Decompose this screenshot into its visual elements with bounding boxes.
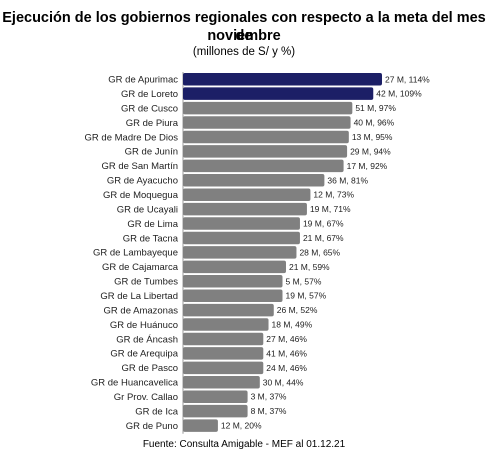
data-label: 18 M, 49%: [272, 320, 313, 330]
data-label: 12 M, 20%: [221, 421, 262, 431]
data-label: 27 M, 114%: [385, 74, 430, 84]
bar: [183, 188, 311, 201]
chart-title-line-1: Ejecución de los gobiernos regionales co…: [2, 10, 486, 44]
category-label: GR de Piura: [126, 118, 179, 129]
bar: [183, 404, 248, 418]
category-label: GR de Cusco: [121, 103, 178, 114]
data-label: 36 M, 81%: [327, 175, 368, 185]
category-label: GR de Apurimac: [108, 75, 178, 86]
bar: [183, 87, 374, 100]
bar: [183, 101, 353, 115]
data-label: 21 M, 67%: [303, 233, 344, 243]
data-label: 3 M, 37%: [251, 392, 287, 402]
bar: [183, 303, 274, 317]
bar: [183, 145, 348, 158]
bar: [183, 275, 283, 288]
data-label: 40 M, 96%: [354, 118, 395, 128]
category-label: GR de Lima: [127, 219, 178, 230]
bar: [183, 347, 264, 360]
category-label: GR de Lambayeque: [93, 248, 178, 259]
category-label: GR de Huánuco: [110, 320, 178, 331]
data-label: 26 M, 52%: [277, 305, 318, 315]
bar: [183, 318, 269, 331]
data-label: 41 M, 46%: [266, 348, 307, 358]
category-label: GR de Moquegua: [103, 190, 179, 201]
data-label: 19 M, 67%: [303, 219, 344, 229]
data-label: 19 M, 71%: [310, 204, 351, 214]
bar: [183, 419, 218, 432]
data-label: 30 M, 44%: [263, 377, 304, 387]
data-label: 8 M, 37%: [251, 406, 287, 416]
category-label: GR de Tacna: [123, 233, 179, 244]
category-label: GR de Amazonas: [104, 305, 179, 316]
category-label: GR de Huancavelica: [91, 378, 179, 389]
bar: [183, 361, 264, 375]
bar: [183, 289, 283, 302]
data-label: 29 M, 94%: [350, 146, 391, 156]
data-label: 17 M, 92%: [347, 161, 388, 171]
category-label: GR de Tumbes: [114, 277, 178, 288]
bar: [183, 260, 286, 274]
bar: [183, 231, 300, 245]
bar: [183, 116, 351, 129]
category-label: GR de Áncash: [116, 334, 178, 345]
bar: [183, 217, 300, 230]
category-label: GR de Pasco: [122, 363, 179, 374]
category-label: GR de Ucayali: [117, 204, 178, 215]
category-label: GR de San Martín: [101, 161, 178, 172]
bar: [183, 390, 248, 403]
bar: [183, 73, 382, 86]
bar: [183, 246, 297, 259]
data-label: 12 M, 73%: [313, 190, 354, 200]
data-label: 28 M, 65%: [299, 247, 340, 257]
chart-title-line-2: noviembre: [207, 28, 281, 44]
data-label: 24 M, 46%: [266, 363, 307, 373]
data-label: 19 M, 57%: [286, 291, 327, 301]
chart-source: Fuente: Consulta Amigable - MEF al 01.12…: [142, 439, 346, 450]
bar: [183, 159, 344, 173]
category-label: Gr Prov. Callao: [114, 392, 178, 403]
bar: [183, 376, 260, 389]
bar: [183, 130, 349, 144]
category-label: GR de Junín: [125, 147, 178, 158]
bar: [183, 332, 264, 346]
category-label: GR de La Libertad: [100, 291, 178, 302]
data-label: 51 M, 97%: [355, 103, 396, 113]
bar: [183, 202, 307, 216]
category-label: GR de Puno: [126, 421, 178, 432]
data-label: 42 M, 109%: [376, 89, 422, 99]
category-label: GR de Cajamarca: [102, 262, 179, 273]
category-label: GR de Loreto: [121, 89, 178, 100]
category-label: GR de Ayacucho: [107, 176, 178, 187]
category-label: GR de Madre De Dios: [85, 132, 179, 143]
chart-subtitle: (millones de S/ y %): [192, 46, 296, 58]
data-label: 27 M, 46%: [266, 334, 307, 344]
data-label: 13 M, 95%: [352, 132, 393, 142]
bar: [183, 174, 325, 187]
data-label: 5 M, 57%: [286, 276, 322, 286]
data-label: 21 M, 59%: [289, 262, 330, 272]
category-label: GR de Arequipa: [110, 349, 178, 360]
category-label: GR de Ica: [135, 406, 178, 417]
